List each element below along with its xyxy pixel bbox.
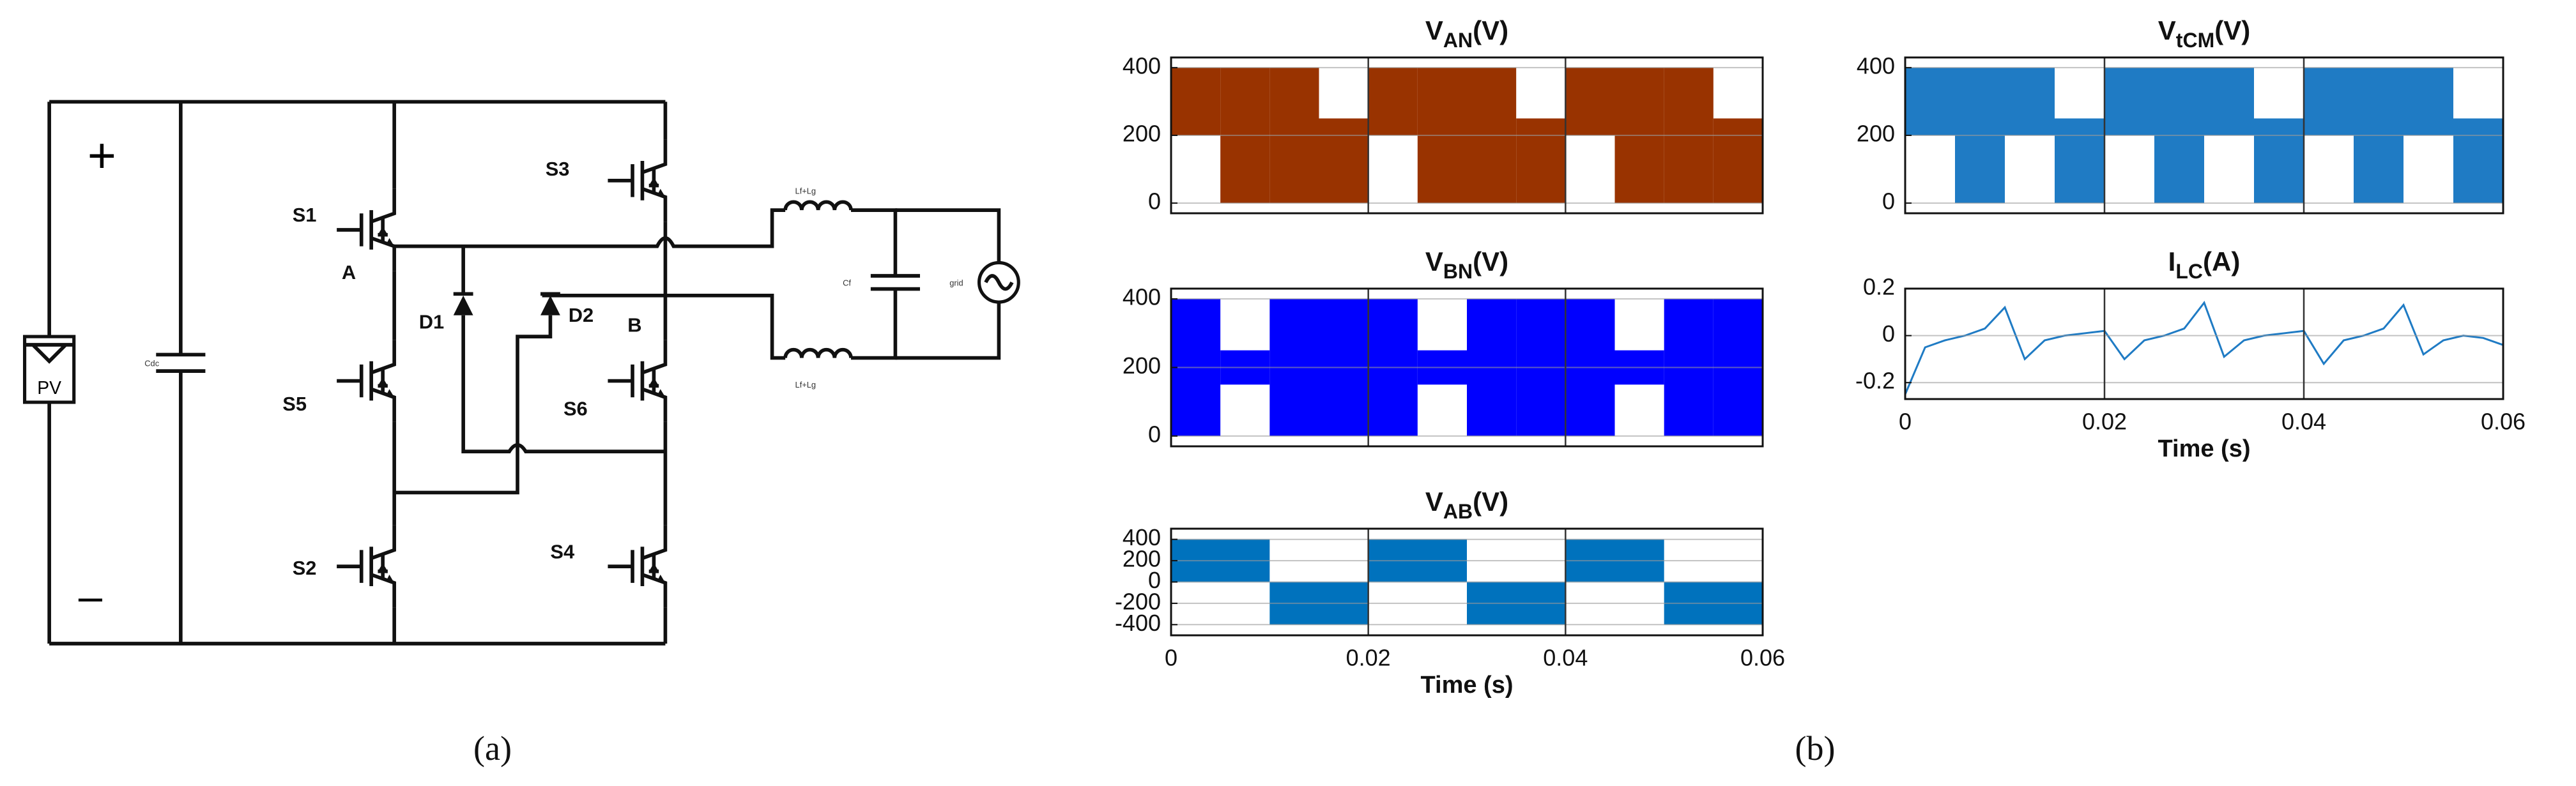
x-tick-label: 0.06 xyxy=(1740,645,1785,671)
y-tick-label: 400 xyxy=(1123,284,1161,310)
y-tick-label: 0 xyxy=(1882,188,1895,215)
chart-title: ILC(A) xyxy=(2168,246,2241,283)
band-segment xyxy=(2254,118,2304,204)
y-tick-label: 400 xyxy=(1123,524,1161,550)
grid-label: grid xyxy=(949,278,963,287)
title-part: AB xyxy=(1443,500,1473,523)
x-tick-label: 0.04 xyxy=(1543,645,1588,671)
title-part: (A) xyxy=(2203,246,2240,276)
band-segment xyxy=(2104,67,2154,135)
title-part: tCM xyxy=(2176,29,2214,52)
minus-sign: – xyxy=(79,573,103,621)
band-segment xyxy=(1319,118,1368,204)
y-tick-label: 0 xyxy=(1148,421,1161,447)
y-tick-label: 200 xyxy=(1123,352,1161,379)
title-part: V xyxy=(1425,246,1443,276)
y-tick-label: 0.2 xyxy=(1863,274,1895,300)
title-part: (V) xyxy=(1473,246,1508,276)
plot-frame xyxy=(1170,527,1764,637)
x-axis-label: Time (s) xyxy=(1420,672,1513,699)
title-part: V xyxy=(2158,15,2176,45)
chart: 0 200 400 VtCM(V) xyxy=(1857,15,2504,215)
caption: (a) xyxy=(473,729,512,767)
y-tick-label: 200 xyxy=(1123,121,1161,147)
plot-frame xyxy=(1904,287,2504,400)
switch-label: S5 xyxy=(282,393,307,415)
band-segment xyxy=(1713,118,1763,204)
title-part: V xyxy=(1425,15,1443,45)
switch-label: S4 xyxy=(550,540,574,563)
title-part: (V) xyxy=(1473,15,1508,45)
title-part: (V) xyxy=(1473,487,1508,517)
x-tick-label: 0.02 xyxy=(2082,409,2127,435)
title-part: BN xyxy=(1443,260,1473,283)
diode-label: D1 xyxy=(419,310,444,333)
chart: 0 200 400 VBN(V) xyxy=(1123,246,1764,448)
capacitor-label: Cf xyxy=(843,278,851,287)
plot-frame xyxy=(1170,287,1764,448)
diode-label: D2 xyxy=(569,304,594,326)
switch-label: S3 xyxy=(546,158,570,180)
chart-title: VtCM(V) xyxy=(2158,15,2250,52)
chart-title: VAB(V) xyxy=(1425,487,1508,523)
node-label: A xyxy=(342,261,356,283)
title-part: AN xyxy=(1443,29,1473,52)
y-tick-label: 0 xyxy=(1148,567,1161,593)
x-tick-label: 0.06 xyxy=(2481,409,2526,435)
circuit: + – PV Cdc S1 S3 A D1 D2 B S5 S6 S2 S4 L… xyxy=(22,100,1020,646)
inductor-label: Lf+Lg xyxy=(795,380,816,389)
y-tick-label: 200 xyxy=(1857,121,1895,147)
title-part: LC xyxy=(2175,260,2203,283)
switch-label: S2 xyxy=(293,557,317,579)
band-segment xyxy=(1368,67,1418,135)
chart-title: VAN(V) xyxy=(1425,15,1508,52)
band-segment xyxy=(2055,118,2104,204)
band-segment xyxy=(2304,67,2354,135)
band-segment xyxy=(1565,67,1615,135)
x-axis-label: Time (s) xyxy=(2158,435,2250,462)
y-tick-label: 0 xyxy=(1882,321,1895,347)
x-tick-label: 0.02 xyxy=(1346,645,1391,671)
band-segment xyxy=(2204,67,2254,135)
plus-sign: + xyxy=(88,128,116,183)
cap-label: Cdc xyxy=(144,358,159,368)
x-tick-label: 0 xyxy=(1899,409,1912,435)
band-segment xyxy=(1171,67,1221,135)
data-line xyxy=(1904,301,2504,395)
chart-title: VBN(V) xyxy=(1425,246,1508,283)
band-segment xyxy=(2005,67,2055,135)
x-tick-label: 0.04 xyxy=(2281,409,2326,435)
switch-label: S6 xyxy=(564,398,588,420)
caption: (b) xyxy=(1795,729,1836,767)
y-tick-label: 400 xyxy=(1123,52,1161,79)
title-part: (V) xyxy=(2214,15,2250,45)
y-tick-label: -200 xyxy=(1115,588,1161,614)
inductor-label: Lf+Lg xyxy=(795,186,816,195)
y-tick-label: 0 xyxy=(1148,188,1161,215)
title-part: I xyxy=(2168,246,2176,276)
pv-label: PV xyxy=(37,377,61,398)
y-tick-label: 400 xyxy=(1857,52,1895,79)
title-part: V xyxy=(1425,487,1443,517)
band-segment xyxy=(2404,67,2453,135)
switch-label: S1 xyxy=(293,204,317,226)
chart: 0 200 400 VAN(V) xyxy=(1123,15,1764,215)
band-segment xyxy=(2453,118,2503,204)
x-tick-label: 0 xyxy=(1165,645,1177,671)
band-segment xyxy=(1516,118,1566,204)
node-label: B xyxy=(627,314,641,336)
plot-frame xyxy=(1170,56,1764,215)
band-segment xyxy=(1905,67,1955,135)
plot-frame xyxy=(1904,56,2504,215)
y-tick-label: -400 xyxy=(1115,610,1161,636)
y-tick-label: -0.2 xyxy=(1855,368,1895,394)
y-tick-label: 200 xyxy=(1123,546,1161,572)
